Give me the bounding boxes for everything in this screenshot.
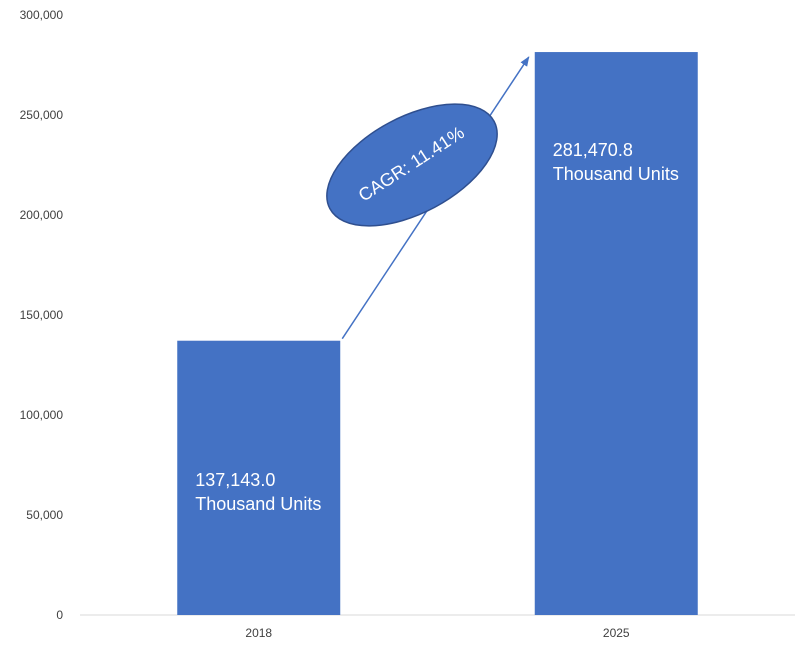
y-tick-label: 300,000 [20,8,64,22]
y-tick-label: 150,000 [20,308,64,322]
y-tick-label: 0 [56,608,63,622]
x-tick-label: 2025 [603,626,630,640]
bar [177,340,341,615]
y-tick-label: 50,000 [26,508,63,522]
data-label-value: 137,143.0 [195,470,275,490]
y-tick-label: 250,000 [20,108,64,122]
data-label-unit: Thousand Units [553,164,679,184]
x-tick-label: 2018 [245,626,272,640]
data-label-value: 281,470.8 [553,140,633,160]
data-label-unit: Thousand Units [195,494,321,514]
y-tick-label: 200,000 [20,208,64,222]
cagr-ellipse [326,103,498,227]
bars-group: 137,143.0 Thousand Units 281,470.8 Thousand… [177,52,698,615]
y-tick-label: 100,000 [20,408,64,422]
y-axis-tick-labels: 0 50,000 100,000 150,000 200,000 250,000 300,0… [20,8,64,622]
x-axis-tick-labels: 2018 2025 [245,626,630,640]
cagr-annotation: CAGR: 11.41% [326,103,498,227]
bar [534,52,698,615]
